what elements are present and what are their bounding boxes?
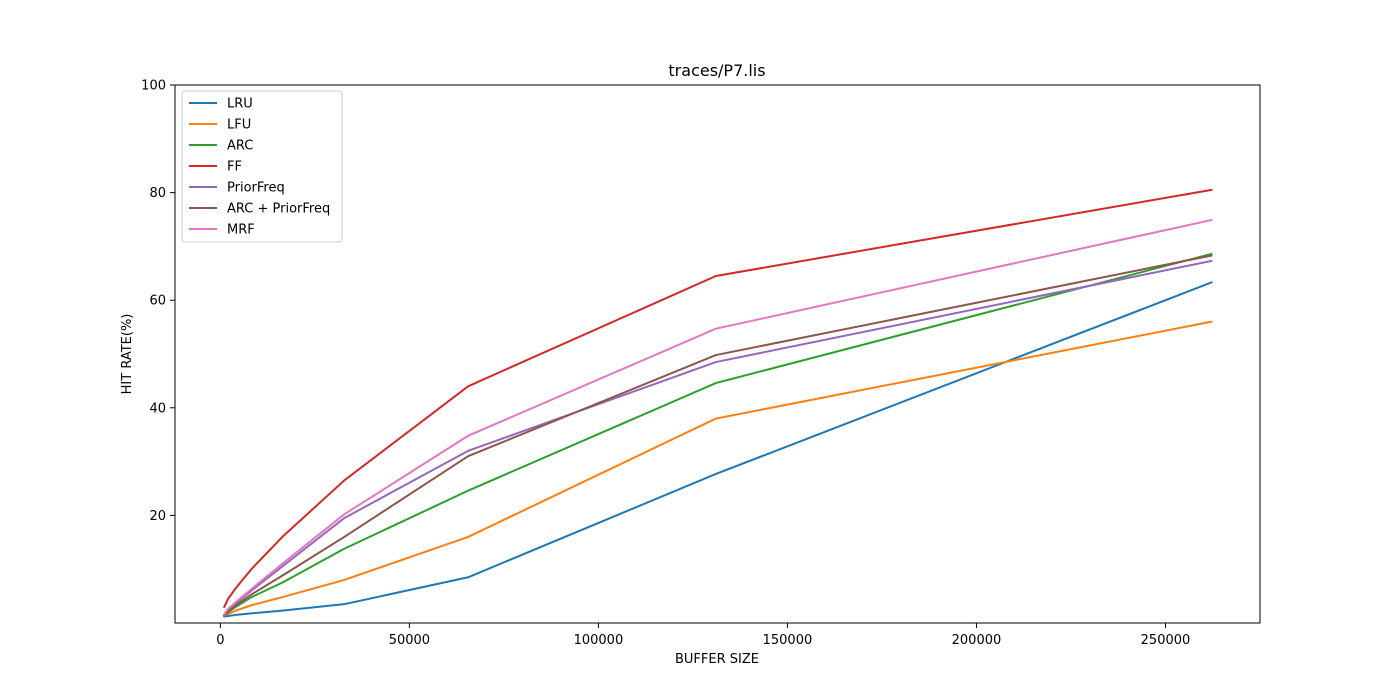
x-tick-label: 150000 [763,633,813,648]
series-line-ff [222,188,1213,609]
y-tick-label: 20 [149,509,166,524]
series-line-lfu [222,320,1213,618]
y-tick-label: 60 [149,294,166,309]
legend-entry: LRU [227,97,253,112]
plot-lines [222,188,1213,618]
legend-entry: MRF [227,223,255,238]
y-tick-label: 40 [149,401,166,416]
series-line-mrf [222,218,1213,616]
y-tick-label: 100 [141,79,166,94]
x-axis: 0 50000 100000 150000 200000 250000 [216,623,1190,648]
x-axis-label: BUFFER SIZE [675,652,759,667]
x-tick-label: 100000 [574,633,624,648]
legend: LRU LFU ARC FF PriorFreq ARC + PriorFreq MRF [181,90,343,243]
x-tick-label: 50000 [389,633,430,648]
plot-frame [174,84,1261,624]
x-tick-label: 0 [216,633,224,648]
chart-title: traces/P7.lis [668,61,765,80]
y-axis-label: HIT RATE(%) [120,314,135,395]
x-tick-label: 200000 [952,633,1002,648]
legend-box [181,90,343,243]
legend-entry: ARC + PriorFreq [227,202,330,217]
legend-entry: PriorFreq [227,181,285,196]
series-line-lru [223,281,1213,618]
x-tick-label: 250000 [1141,633,1191,648]
series-line-arc-priorfreq [222,254,1213,618]
legend-entry: ARC [227,139,253,154]
y-tick-label: 80 [149,186,166,201]
legend-entry: LFU [227,118,251,133]
legend-entry: FF [227,160,242,175]
y-axis: 20 40 60 80 100 [141,79,175,524]
